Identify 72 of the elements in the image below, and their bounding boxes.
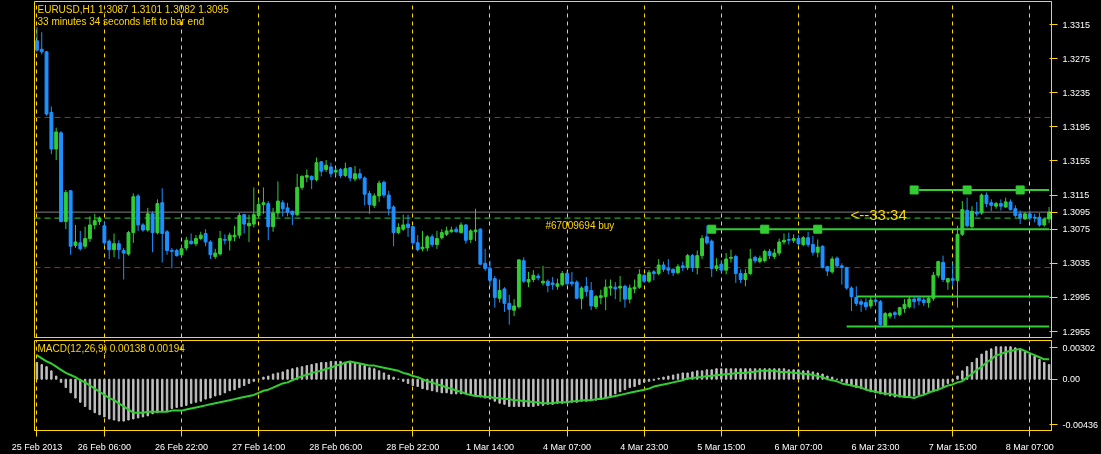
x-tick-label: 4 Mar 07:00 [543, 441, 592, 452]
candlestick [497, 279, 502, 304]
candlestick [965, 197, 970, 228]
y-tick-label: 1.3035 [1062, 258, 1091, 269]
candlestick [353, 165, 357, 182]
candlestick [78, 230, 83, 252]
x-tick-label: 8 Mar 07:00 [1005, 441, 1054, 452]
chart-title: EURUSD,H1 1.3087 1.3101 1.3082 1.3095 [37, 3, 230, 15]
x-tick-label: 28 Feb 22:00 [386, 441, 440, 452]
candlestick [618, 275, 623, 303]
candlestick [189, 232, 194, 246]
candlestick [854, 285, 859, 307]
candlestick [266, 200, 271, 241]
candlestick [116, 239, 121, 260]
x-tick-label: 26 Feb 22:00 [154, 441, 209, 452]
y-tick-label: 1.3195 [1062, 121, 1091, 132]
annotation: <--33:34 [850, 206, 907, 224]
x-tick-label: 28 Feb 06:00 [309, 441, 363, 452]
candlestick [324, 159, 329, 173]
candlestick [222, 233, 227, 246]
candlestick [998, 198, 1003, 211]
candlestick [651, 269, 656, 281]
y-tick-label: 0.00302 [1062, 342, 1096, 353]
x-tick-label: 27 Feb 14:00 [232, 441, 286, 452]
x-tick-label: 6 Mar 23:00 [851, 441, 900, 452]
candlestick [112, 232, 116, 258]
x-tick-label: 7 Mar 15:00 [928, 441, 977, 452]
y-tick-label: 1.3095 [1062, 207, 1091, 218]
candlestick [724, 252, 729, 275]
candlestick [579, 285, 584, 310]
candlestick [261, 186, 266, 215]
text: 33 minutes 34 seconds left to bar end [37, 15, 205, 27]
y-tick-label: 1.3275 [1062, 53, 1091, 64]
candlestick [463, 223, 468, 245]
candlestick [102, 221, 107, 246]
candlestick [83, 226, 88, 250]
y-tick-label: 1.3235 [1062, 87, 1091, 98]
y-tick-label: 1.2955 [1062, 326, 1091, 337]
candlestick [979, 192, 984, 216]
ref-line-label: #67009694 buy [545, 220, 615, 232]
y-tick-label: 1.3115 [1062, 190, 1090, 201]
candlestick [54, 127, 59, 161]
y-tick-label: 1.3155 [1062, 155, 1091, 166]
y-tick-label: 1.2995 [1062, 292, 1091, 303]
candlestick [622, 284, 627, 309]
candlestick [863, 297, 868, 311]
candlestick [892, 310, 897, 320]
candlestick [541, 265, 545, 286]
y-tick-label: 0.00 [1062, 374, 1081, 385]
candlestick [521, 256, 526, 284]
x-tick-label: 26 Feb 06:00 [77, 441, 131, 452]
x-tick-label: 5 Mar 15:00 [697, 441, 746, 452]
x-tick-label: 25 Feb 2013 [11, 441, 63, 452]
candlestick [912, 296, 917, 310]
candlestick [502, 286, 507, 313]
x-tick-label: 1 Mar 14:00 [465, 441, 514, 452]
x-tick-label: 6 Mar 07:00 [774, 441, 823, 452]
candlestick [150, 210, 155, 253]
candlestick [314, 157, 319, 182]
candlestick [121, 247, 126, 281]
candlestick [435, 230, 439, 250]
chart-title: MACD(12,26,9) 0.00138 0.00194 [37, 342, 186, 354]
candlestick [810, 235, 815, 257]
candlestick [950, 261, 955, 287]
candlestick [941, 255, 945, 283]
y-tick-label: -0.00436 [1062, 419, 1099, 430]
candlestick [945, 277, 950, 291]
candlestick [73, 224, 78, 249]
y-tick-label: 1.3315 [1062, 19, 1091, 30]
candlestick [420, 230, 425, 252]
y-tick-label: 1.3075 [1062, 224, 1091, 235]
x-tick-label: 4 Mar 23:00 [620, 441, 669, 452]
